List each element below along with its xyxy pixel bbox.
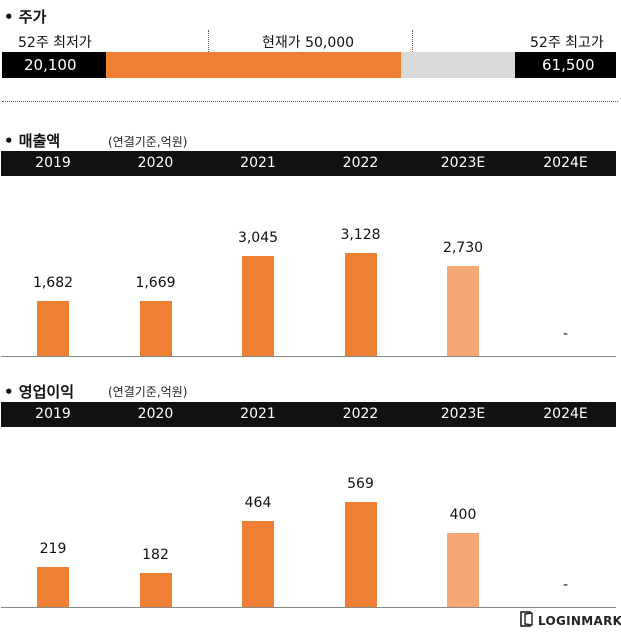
opincome-year-label-2020: 2020	[137, 406, 174, 422]
revenue-year-label-2022: 2022	[342, 155, 379, 171]
revenue-bar-2019	[37, 300, 69, 356]
price-current-fill	[106, 52, 402, 78]
revenue-chart: 2019 2020 2021 2022 2023E 2024E 1,682 1,669 3,04…	[0, 151, 621, 357]
revenue-bar-2022	[344, 253, 377, 356]
price-low-value: 20,100	[24, 56, 77, 74]
opincome-year-label-2024E: 2024E	[543, 406, 588, 422]
revenue-baseline	[1, 356, 616, 357]
price-high-cap: 61,500	[515, 52, 616, 78]
revenue-value-label-2020: 1,669	[135, 275, 176, 292]
opincome-section-title: • 영업이익	[4, 383, 75, 401]
opincome-value-label-2019: 219	[39, 540, 67, 557]
revenue-bar-2023E	[447, 266, 479, 356]
revenue-value-label-2024E: -	[562, 326, 569, 342]
opincome-bar-2020	[139, 573, 172, 607]
price-divider-left	[208, 30, 209, 52]
opincome-value-label-2022: 569	[347, 476, 374, 492]
opincome-year-label-2021: 2021	[240, 406, 276, 422]
opincome-year-label-2022: 2022	[342, 406, 379, 422]
revenue-value-label-2021: 3,045	[237, 230, 279, 247]
opincome-chart: 2019 2020 2021 2022 2023E 2024E 219 182 464 569 40…	[0, 402, 621, 608]
revenue-unit-label: (연결기준,억원)	[108, 135, 188, 149]
price-section-title: • 주가	[4, 8, 47, 26]
price-low-cap: 20,100	[2, 52, 106, 78]
revenue-year-label-2021: 2021	[240, 155, 276, 171]
opincome-baseline	[1, 607, 616, 608]
login-door-icon	[520, 611, 534, 631]
opincome-year-header: 2019 2020 2021 2022 2023E 2024E	[1, 402, 616, 427]
price-track	[106, 52, 515, 78]
opincome-year-label-2019: 2019	[35, 406, 71, 422]
revenue-section-title: • 매출액	[4, 132, 61, 150]
revenue-value-label-2022: 3,128	[340, 227, 381, 244]
revenue-year-label-2020: 2020	[137, 155, 174, 171]
price-divider-right	[412, 30, 413, 52]
revenue-year-label-2019: 2019	[35, 155, 71, 171]
opincome-bar-2019	[37, 566, 69, 607]
revenue-year-header: 2019 2020 2021 2022 2023E 2024E	[1, 151, 616, 176]
price-current-label: 현재가 50,000	[262, 35, 355, 51]
section-divider	[2, 101, 618, 102]
revenue-bar-2020	[139, 301, 172, 356]
opincome-bar-2021	[242, 521, 274, 607]
revenue-year-label-2023E: 2023E	[440, 155, 486, 171]
revenue-bar-2021	[242, 256, 274, 356]
price-high-label: 52주 최고가	[530, 35, 604, 51]
price-range-bar: 20,100 61,500	[2, 52, 616, 78]
opincome-year-label-2023E: 2023E	[440, 406, 486, 422]
price-high-value: 61,500	[542, 56, 595, 74]
opincome-value-label-2023E: 400	[449, 507, 477, 524]
footer-logo: LOGINMARKET	[520, 611, 621, 631]
opincome-value-label-2024E: -	[562, 577, 569, 593]
revenue-year-label-2024E: 2024E	[543, 155, 588, 171]
opincome-value-label-2021: 464	[244, 495, 272, 512]
price-low-label: 52주 최저가	[18, 35, 92, 51]
footer-logo-text: LOGINMARKET	[538, 614, 621, 628]
revenue-value-label-2019: 1,682	[32, 274, 74, 291]
opincome-value-label-2020: 182	[142, 547, 169, 564]
opincome-unit-label: (연결기준,억원)	[108, 385, 188, 399]
opincome-bar-2022	[344, 502, 377, 607]
opincome-bar-2023E	[447, 533, 479, 607]
revenue-value-label-2023E: 2,730	[442, 240, 484, 257]
